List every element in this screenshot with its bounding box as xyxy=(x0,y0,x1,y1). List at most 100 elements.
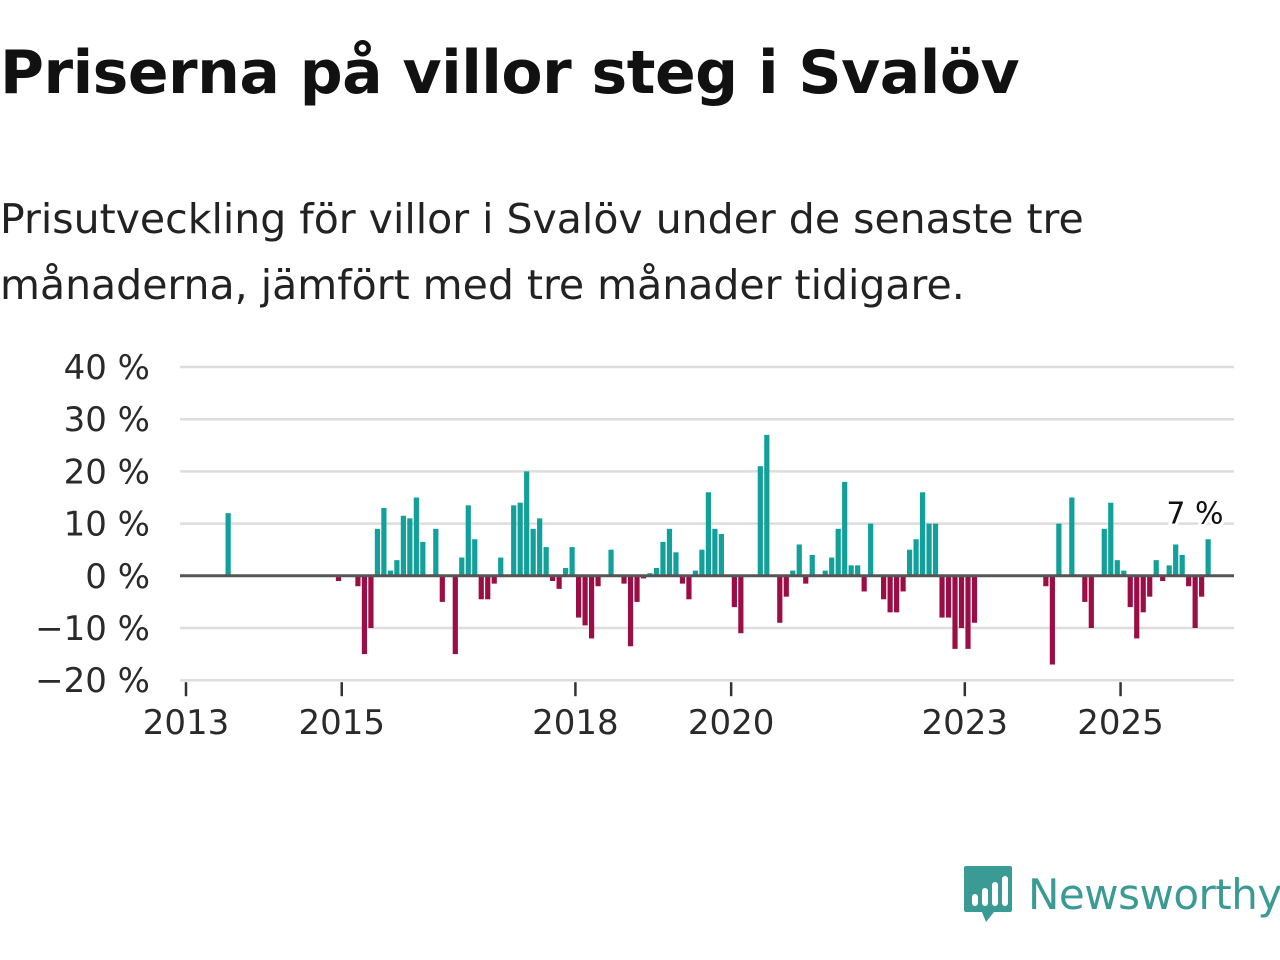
bar xyxy=(394,560,400,576)
bar xyxy=(1114,560,1120,576)
bar xyxy=(563,567,569,576)
bar xyxy=(692,570,699,576)
bar xyxy=(660,541,666,576)
bar xyxy=(576,575,582,618)
bar xyxy=(809,554,815,576)
y-tick-label: 30 % xyxy=(64,400,150,440)
bar xyxy=(906,549,913,576)
bar xyxy=(939,575,945,618)
bar xyxy=(777,575,783,623)
bar xyxy=(822,570,828,576)
bar xyxy=(653,567,660,576)
y-tick-label: −10 % xyxy=(35,609,150,649)
bar xyxy=(796,544,802,576)
y-tick-label: 10 % xyxy=(64,505,150,545)
bar xyxy=(965,575,971,649)
bar xyxy=(881,575,887,600)
bar xyxy=(1108,502,1114,576)
bar xyxy=(1049,575,1055,665)
bar xyxy=(1179,554,1185,576)
bar xyxy=(803,575,809,584)
bar xyxy=(926,523,932,576)
bar xyxy=(465,505,471,576)
bar xyxy=(1173,544,1179,576)
x-tick-label: 2025 xyxy=(1077,703,1164,743)
bar xyxy=(517,502,523,576)
bar xyxy=(582,575,588,626)
bar xyxy=(387,570,393,576)
bar xyxy=(433,528,439,576)
newsworthy-logo-icon xyxy=(964,866,1012,922)
bar xyxy=(835,528,841,576)
bar xyxy=(452,575,458,655)
bar xyxy=(439,575,445,602)
bar xyxy=(1153,560,1159,576)
bar xyxy=(1160,575,1166,582)
y-axis: 40 % 30 % 20 % 10 % 0 % −10 % −20 % xyxy=(35,348,150,701)
bar xyxy=(971,575,978,623)
bar xyxy=(595,575,601,587)
newsworthy-logo: Newsworthy xyxy=(962,864,1280,924)
bars xyxy=(225,434,1211,665)
bar xyxy=(225,513,231,576)
bar xyxy=(686,575,692,600)
bar xyxy=(932,523,939,576)
x-tick-label: 2023 xyxy=(922,703,1009,743)
bar xyxy=(1199,575,1205,597)
bar xyxy=(1121,570,1127,576)
bar xyxy=(608,549,614,576)
bar xyxy=(478,575,484,600)
bar xyxy=(855,565,861,576)
bar xyxy=(1088,575,1094,628)
bar xyxy=(887,575,893,613)
bar xyxy=(1082,575,1088,602)
bar xyxy=(1186,575,1192,587)
bar xyxy=(790,570,796,576)
bar xyxy=(530,528,536,576)
bar xyxy=(400,515,406,576)
bar xyxy=(848,565,854,576)
bar xyxy=(894,575,900,613)
bar xyxy=(634,575,640,602)
bar xyxy=(368,575,374,628)
bar xyxy=(712,528,718,576)
bar xyxy=(556,575,562,589)
bar xyxy=(524,471,530,576)
bar xyxy=(731,575,737,608)
bar xyxy=(459,557,465,576)
bar xyxy=(913,539,919,576)
brand-name: Newsworthy xyxy=(1028,869,1280,919)
y-tick-label: −20 % xyxy=(35,661,150,701)
bar xyxy=(1205,539,1211,576)
x-tick-label: 2013 xyxy=(143,703,230,743)
bar xyxy=(861,575,867,592)
bar xyxy=(1069,497,1075,576)
x-axis: 2013 2015 2018 2020 2023 2025 xyxy=(143,682,1164,743)
y-tick-label: 0 % xyxy=(85,557,150,597)
bar xyxy=(757,466,763,576)
bar xyxy=(1127,575,1133,608)
bar xyxy=(374,528,381,576)
bar xyxy=(407,518,413,576)
bar xyxy=(511,505,517,576)
bar xyxy=(699,549,705,576)
bar xyxy=(945,575,952,618)
bar xyxy=(361,575,368,655)
x-tick-label: 2020 xyxy=(688,703,775,743)
bar xyxy=(829,557,835,576)
bar xyxy=(1147,575,1153,597)
bar xyxy=(666,528,673,576)
bar xyxy=(1140,575,1146,613)
chart-title: Priserna på villor steg i Svalöv xyxy=(0,38,1020,108)
bar xyxy=(355,575,361,587)
bar xyxy=(842,481,848,576)
bar xyxy=(543,547,549,576)
bar xyxy=(1166,565,1172,576)
bar xyxy=(919,492,926,576)
bar xyxy=(705,492,711,576)
bar xyxy=(868,523,874,576)
bar xyxy=(673,552,679,576)
bar xyxy=(381,507,387,576)
x-tick-label: 2018 xyxy=(532,703,619,743)
bar xyxy=(537,518,543,576)
